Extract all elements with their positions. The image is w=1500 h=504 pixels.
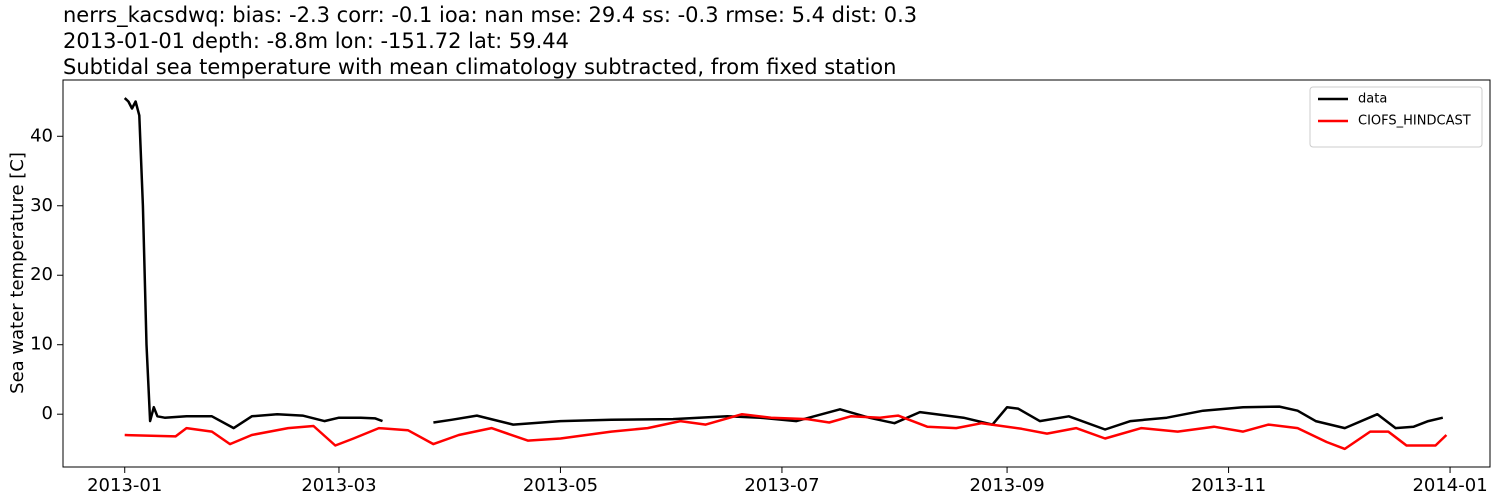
x-tick-label: 2013-07 [744,475,819,496]
y-tick-label: 40 [30,125,53,146]
plot-frame [62,79,1491,468]
legend-label: CIOFS_HINDCAST [1358,114,1471,129]
chart-title: nerrs_kacsdwq: bias: -2.3 corr: -0.1 ioa… [63,3,917,28]
data-line [124,412,1448,451]
y-tick-label: 0 [42,403,53,424]
y-tick-label: 20 [30,264,53,285]
data-line [123,97,1444,431]
x-tick-label: 2013-05 [523,475,598,496]
legend: data CIOFS_HINDCAST [1309,86,1483,148]
y-axis-label: Sea water temperature [C] [7,152,28,394]
y-tick-label: 10 [30,334,53,355]
x-tick-label: 2013-11 [1191,475,1266,496]
x-tick-label: 2013-09 [969,475,1044,496]
y-tick-label: 30 [30,195,53,216]
x-tick-label: 2013-03 [301,475,376,496]
x-tick-label: 2013-01 [87,475,162,496]
chart-title: Subtidal sea temperature with mean clima… [63,55,896,79]
legend-label: data [1358,92,1387,107]
chart-title: 2013-01-01 depth: -8.8m lon: -151.72 lat… [63,29,569,53]
legend-box [1309,86,1483,148]
x-tick-label: 2014-01 [1412,475,1487,496]
